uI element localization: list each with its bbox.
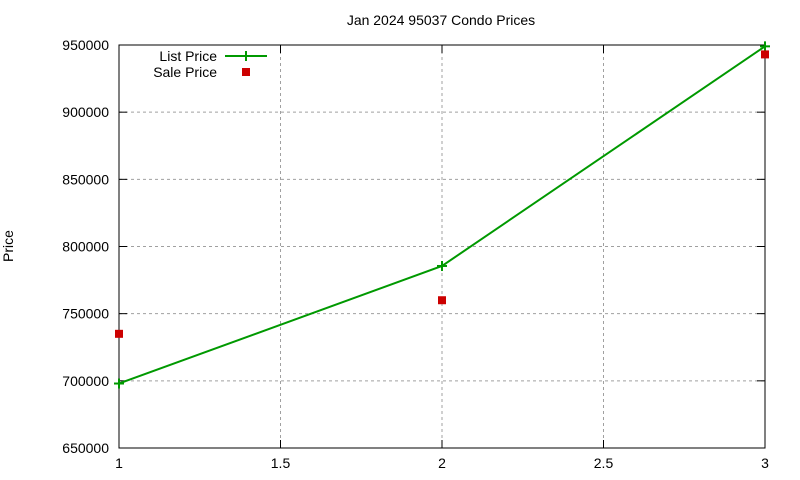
x-tick-label: 1: [115, 455, 123, 471]
x-tick-label: 3: [761, 455, 769, 471]
y-tick-label: 850000: [62, 171, 109, 187]
legend-square-icon: [242, 68, 250, 76]
plot-frame: [118, 44, 766, 449]
y-tick-label: 950000: [62, 37, 109, 53]
y-tick-label: 750000: [62, 306, 109, 322]
x-tick-label: 2.5: [594, 455, 614, 471]
x-tick-label: 1.5: [271, 455, 291, 471]
y-tick-label: 700000: [62, 373, 109, 389]
y-tick-label: 800000: [62, 239, 109, 255]
x-tick-label: 2: [438, 455, 446, 471]
legend-label: List Price: [159, 48, 217, 64]
y-tick-label: 900000: [62, 104, 109, 120]
square-marker-icon: [115, 329, 123, 338]
legend-label: Sale Price: [153, 64, 217, 80]
y-tick-label: 650000: [62, 440, 109, 456]
chart-title: Jan 2024 95037 Condo Prices: [346, 12, 536, 28]
square-marker-icon: [761, 50, 769, 59]
square-marker-icon: [438, 296, 446, 305]
